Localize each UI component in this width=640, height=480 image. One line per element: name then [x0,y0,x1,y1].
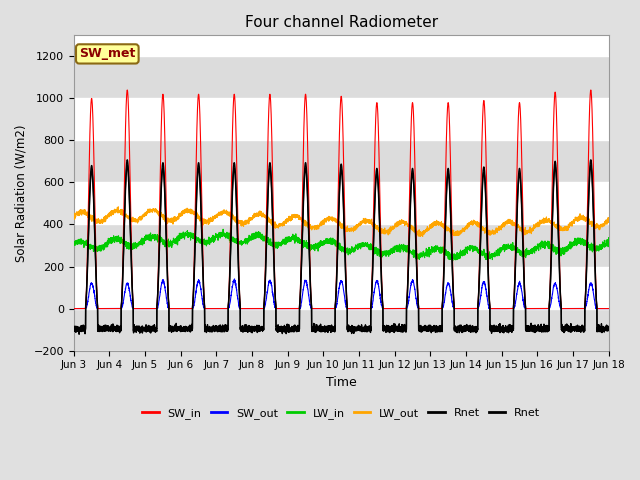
SW_in [492,306,499,312]
LW_in [605,235,612,240]
LW_in [70,240,77,245]
LW_out [461,225,469,230]
SW_out [605,306,612,312]
Rnet [492,325,499,331]
SW_in [166,306,173,312]
LW_in [604,244,612,250]
Rnet [431,326,439,332]
Rnet [166,327,174,333]
Rnet [604,324,612,330]
Line: LW_in: LW_in [74,229,609,261]
Rnet [431,329,439,335]
SW_out [166,306,173,312]
Rnet [587,162,595,168]
X-axis label: Time: Time [326,376,356,389]
Bar [74,225,609,266]
Rnet [605,327,612,333]
Rnet [321,328,329,334]
LW_in [220,227,227,232]
Line: LW_out: LW_out [74,207,609,237]
SW_in [605,306,612,312]
LW_out [416,234,424,240]
SW_out [461,306,469,312]
SW_in [587,87,595,93]
LW_out [431,221,439,227]
SW_in [431,306,439,312]
SW_in [321,306,329,312]
Rnet [461,328,469,334]
LW_out [321,218,329,224]
Bar [74,56,609,98]
Rnet [70,326,77,332]
LW_out [604,219,612,225]
SW_out [70,306,77,312]
Line: Rnet: Rnet [74,160,609,334]
LW_out [605,219,612,225]
Line: SW_out: SW_out [74,279,609,309]
Bar [74,141,609,182]
LW_in [461,252,469,257]
Title: Four channel Radiometer: Four channel Radiometer [244,15,438,30]
SW_out [604,306,612,312]
LW_out [115,204,122,210]
Rnet [147,330,154,336]
Rnet [70,326,77,332]
Legend: SW_in, SW_out, LW_in, LW_out, Rnet, Rnet: SW_in, SW_out, LW_in, LW_out, Rnet, Rnet [138,404,545,423]
SW_in [70,306,77,312]
LW_in [321,240,329,245]
SW_out [492,306,499,312]
Rnet [166,328,174,334]
Rnet [605,327,612,333]
Bar [74,309,609,350]
LW_in [449,258,456,264]
Rnet [321,325,329,331]
LW_in [431,248,439,253]
Rnet [587,157,595,163]
LW_in [492,253,499,259]
SW_in [461,306,468,312]
Y-axis label: Solar Radiation (W/m2): Solar Radiation (W/m2) [15,124,28,262]
Line: Rnet: Rnet [74,165,609,333]
LW_out [70,213,77,219]
Rnet [76,331,83,337]
SW_in [604,306,612,312]
LW_out [492,228,499,233]
Text: SW_met: SW_met [79,48,136,60]
SW_out [431,306,439,312]
Rnet [461,328,469,334]
Rnet [604,327,612,333]
LW_in [166,241,173,247]
SW_out [321,306,329,312]
Rnet [492,326,499,332]
Line: SW_in: SW_in [74,90,609,309]
LW_out [166,216,174,222]
SW_out [230,276,238,282]
